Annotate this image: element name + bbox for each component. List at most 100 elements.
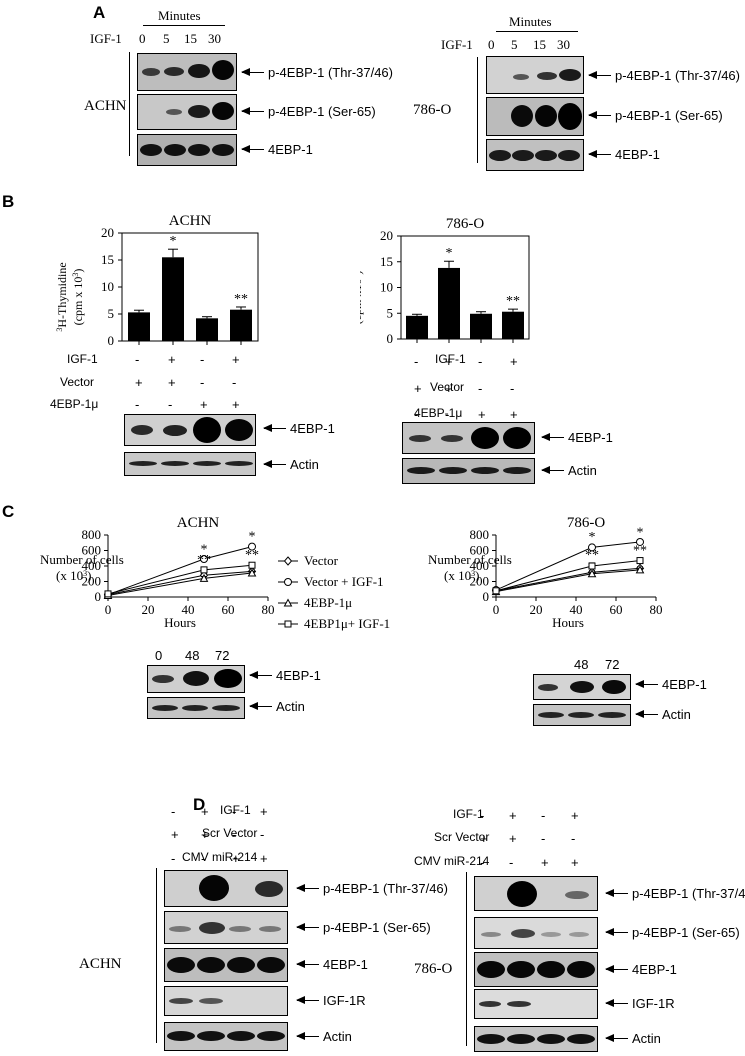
c-left-series-3-point-0 [104, 590, 112, 598]
a-right-label-ser: p-4EBP-1 (Ser-65) [615, 108, 723, 123]
d-left-blot-1-band-0 [169, 926, 191, 932]
d-left-blot-2-band-0 [167, 957, 195, 973]
c-left-ytick-label-4: 800 [82, 527, 102, 542]
c-right-series-3-point-1 [588, 562, 596, 570]
c-left-ytick-label-1: 200 [82, 574, 102, 589]
b-left-cond-0-1: + [168, 352, 176, 367]
b-right-ylabel-close: ) [360, 271, 364, 275]
c-right-series-1-sig-2: * [637, 525, 644, 540]
c-right-series-3-point-0 [492, 587, 500, 595]
c-right-xlabel: Hours [552, 615, 584, 630]
c-left-ytick-label-3: 600 [82, 543, 102, 558]
d-left-arrow-0 [296, 883, 319, 892]
a-right-minutes-underline [496, 31, 578, 32]
b-left-ylabel-close: ) [71, 269, 85, 273]
d-left-bracket [156, 868, 157, 1043]
c-left-xlabel: Hours [164, 615, 196, 630]
c-left-arrow-actin [249, 702, 272, 710]
c-right-xtick-label-1: 20 [530, 602, 543, 617]
a-left-time-30: 30 [208, 31, 221, 46]
b-left-row-vector: Vector [60, 375, 95, 389]
d-left-blot-1 [164, 911, 288, 944]
b-left-cond-2-0: - [135, 397, 140, 412]
d-right-blot-4-band-1 [507, 1034, 535, 1044]
c-right-arrow-actin [635, 710, 658, 718]
c-right-xtick-label-4: 80 [650, 602, 663, 617]
d-left-cond-2-1: - [201, 851, 206, 866]
a-right-cell-line: 786-O [413, 102, 452, 118]
c-left-blot-actin [147, 697, 245, 719]
d-right-arrow-1 [605, 928, 628, 936]
c-left-xtick-label-0: 0 [105, 602, 112, 617]
d-right-blot-4-band-2 [537, 1034, 565, 1044]
c-right-label-4ebp1: 4EBP-1 [662, 677, 707, 692]
d-right-blot-2-band-1 [507, 961, 535, 978]
d-right-label-1: p-4EBP-1 (Ser-65) [632, 925, 740, 940]
b-right-cond-0-1: + [445, 354, 453, 369]
c-right-ytick-label-1: 200 [470, 574, 490, 589]
d-left-cell-line: ACHN [79, 956, 122, 972]
d-right-blot-0-band-0 [507, 881, 537, 907]
d-left-cond-2-0: - [171, 851, 176, 866]
b-left-cond-1-2: - [200, 375, 205, 390]
c-left-series-1-point-2 [248, 542, 256, 551]
a-right-blot-total [486, 139, 584, 171]
a-left-blot-ser [137, 94, 237, 130]
d-right-blot-2-band-2 [537, 961, 565, 978]
b-left-title: ACHN [169, 213, 212, 229]
d-left-blot-2 [164, 948, 288, 982]
b-left-row-mutant: 4EBP-1μ [50, 397, 99, 411]
a-right-label-total: 4EBP-1 [615, 147, 660, 162]
b-right-bar-1 [438, 267, 460, 339]
b-left-cond-2-2: + [200, 397, 208, 412]
d-right-cond-2-2: + [541, 855, 549, 870]
c-left-ylabel-sup: 3 [83, 569, 87, 578]
b-left-cond-0-0: - [135, 352, 140, 367]
c-left-label-actin: Actin [276, 699, 305, 714]
c-left-lane-0: 0 [155, 648, 163, 663]
d-right-cond-0-0: - [480, 808, 485, 823]
b-left-ytick-label-3: 15 [101, 252, 114, 267]
c-left-series-3-sig-2: ** [245, 548, 259, 563]
c-right-ytick-label-3: 600 [470, 543, 490, 558]
d-right-blot-1-band-2 [541, 932, 561, 937]
d-right-row-scr: Scr Vector [434, 830, 490, 844]
b-right-cond-2-1: - [445, 407, 450, 422]
d-left-blot-3 [164, 986, 288, 1016]
d-left-blot-1-band-2 [229, 926, 251, 932]
c-right-label-actin: Actin [662, 707, 691, 722]
d-right-blot-4-band-3 [567, 1034, 595, 1044]
c-left-title: ACHN [177, 515, 220, 531]
b-right-ytick-label-2: 10 [380, 280, 393, 295]
b-right-bar-0 [406, 315, 428, 339]
legend-label-2: 4EBP-1μ [304, 595, 352, 610]
legend-marker-1 [284, 578, 292, 586]
b-left-label-4ebp1: 4EBP-1 [290, 421, 335, 436]
c-right-series-3-sig-2: ** [633, 543, 647, 558]
c-left-series-2-point-2 [247, 568, 257, 577]
b-left-cond-1-0: + [135, 375, 143, 390]
b-left-sig-1: * [170, 234, 177, 249]
c-left-series-3-sig-1: ** [197, 553, 211, 568]
b-right-cond-1-1: + [445, 381, 453, 396]
b-left-blot-actin [124, 452, 256, 476]
c-right-blot-4ebp1 [533, 674, 631, 700]
d-right-label-2: 4EBP-1 [632, 961, 677, 977]
b-right-ytick-label-0: 0 [387, 331, 394, 346]
d-left-blot-0-band-1 [255, 881, 283, 897]
a-left-time-15: 15 [184, 31, 197, 46]
b-left-bar-3 [230, 309, 252, 341]
d-right-blot-3 [474, 989, 598, 1019]
legend-label-1: Vector + IGF-1 [304, 574, 384, 589]
d-left-arrow-2 [296, 960, 319, 968]
c-right-series-3-sig-1: ** [585, 548, 599, 563]
c-right-xtick-label-2: 40 [570, 602, 583, 617]
a-right-blot-thr [486, 56, 584, 94]
a-right-arrow-ser [588, 111, 611, 119]
c-right-series-2-point-2 [635, 565, 645, 574]
d-right-blot-3-band-0 [479, 1001, 501, 1007]
d-right-cond-0-2: - [541, 808, 546, 823]
